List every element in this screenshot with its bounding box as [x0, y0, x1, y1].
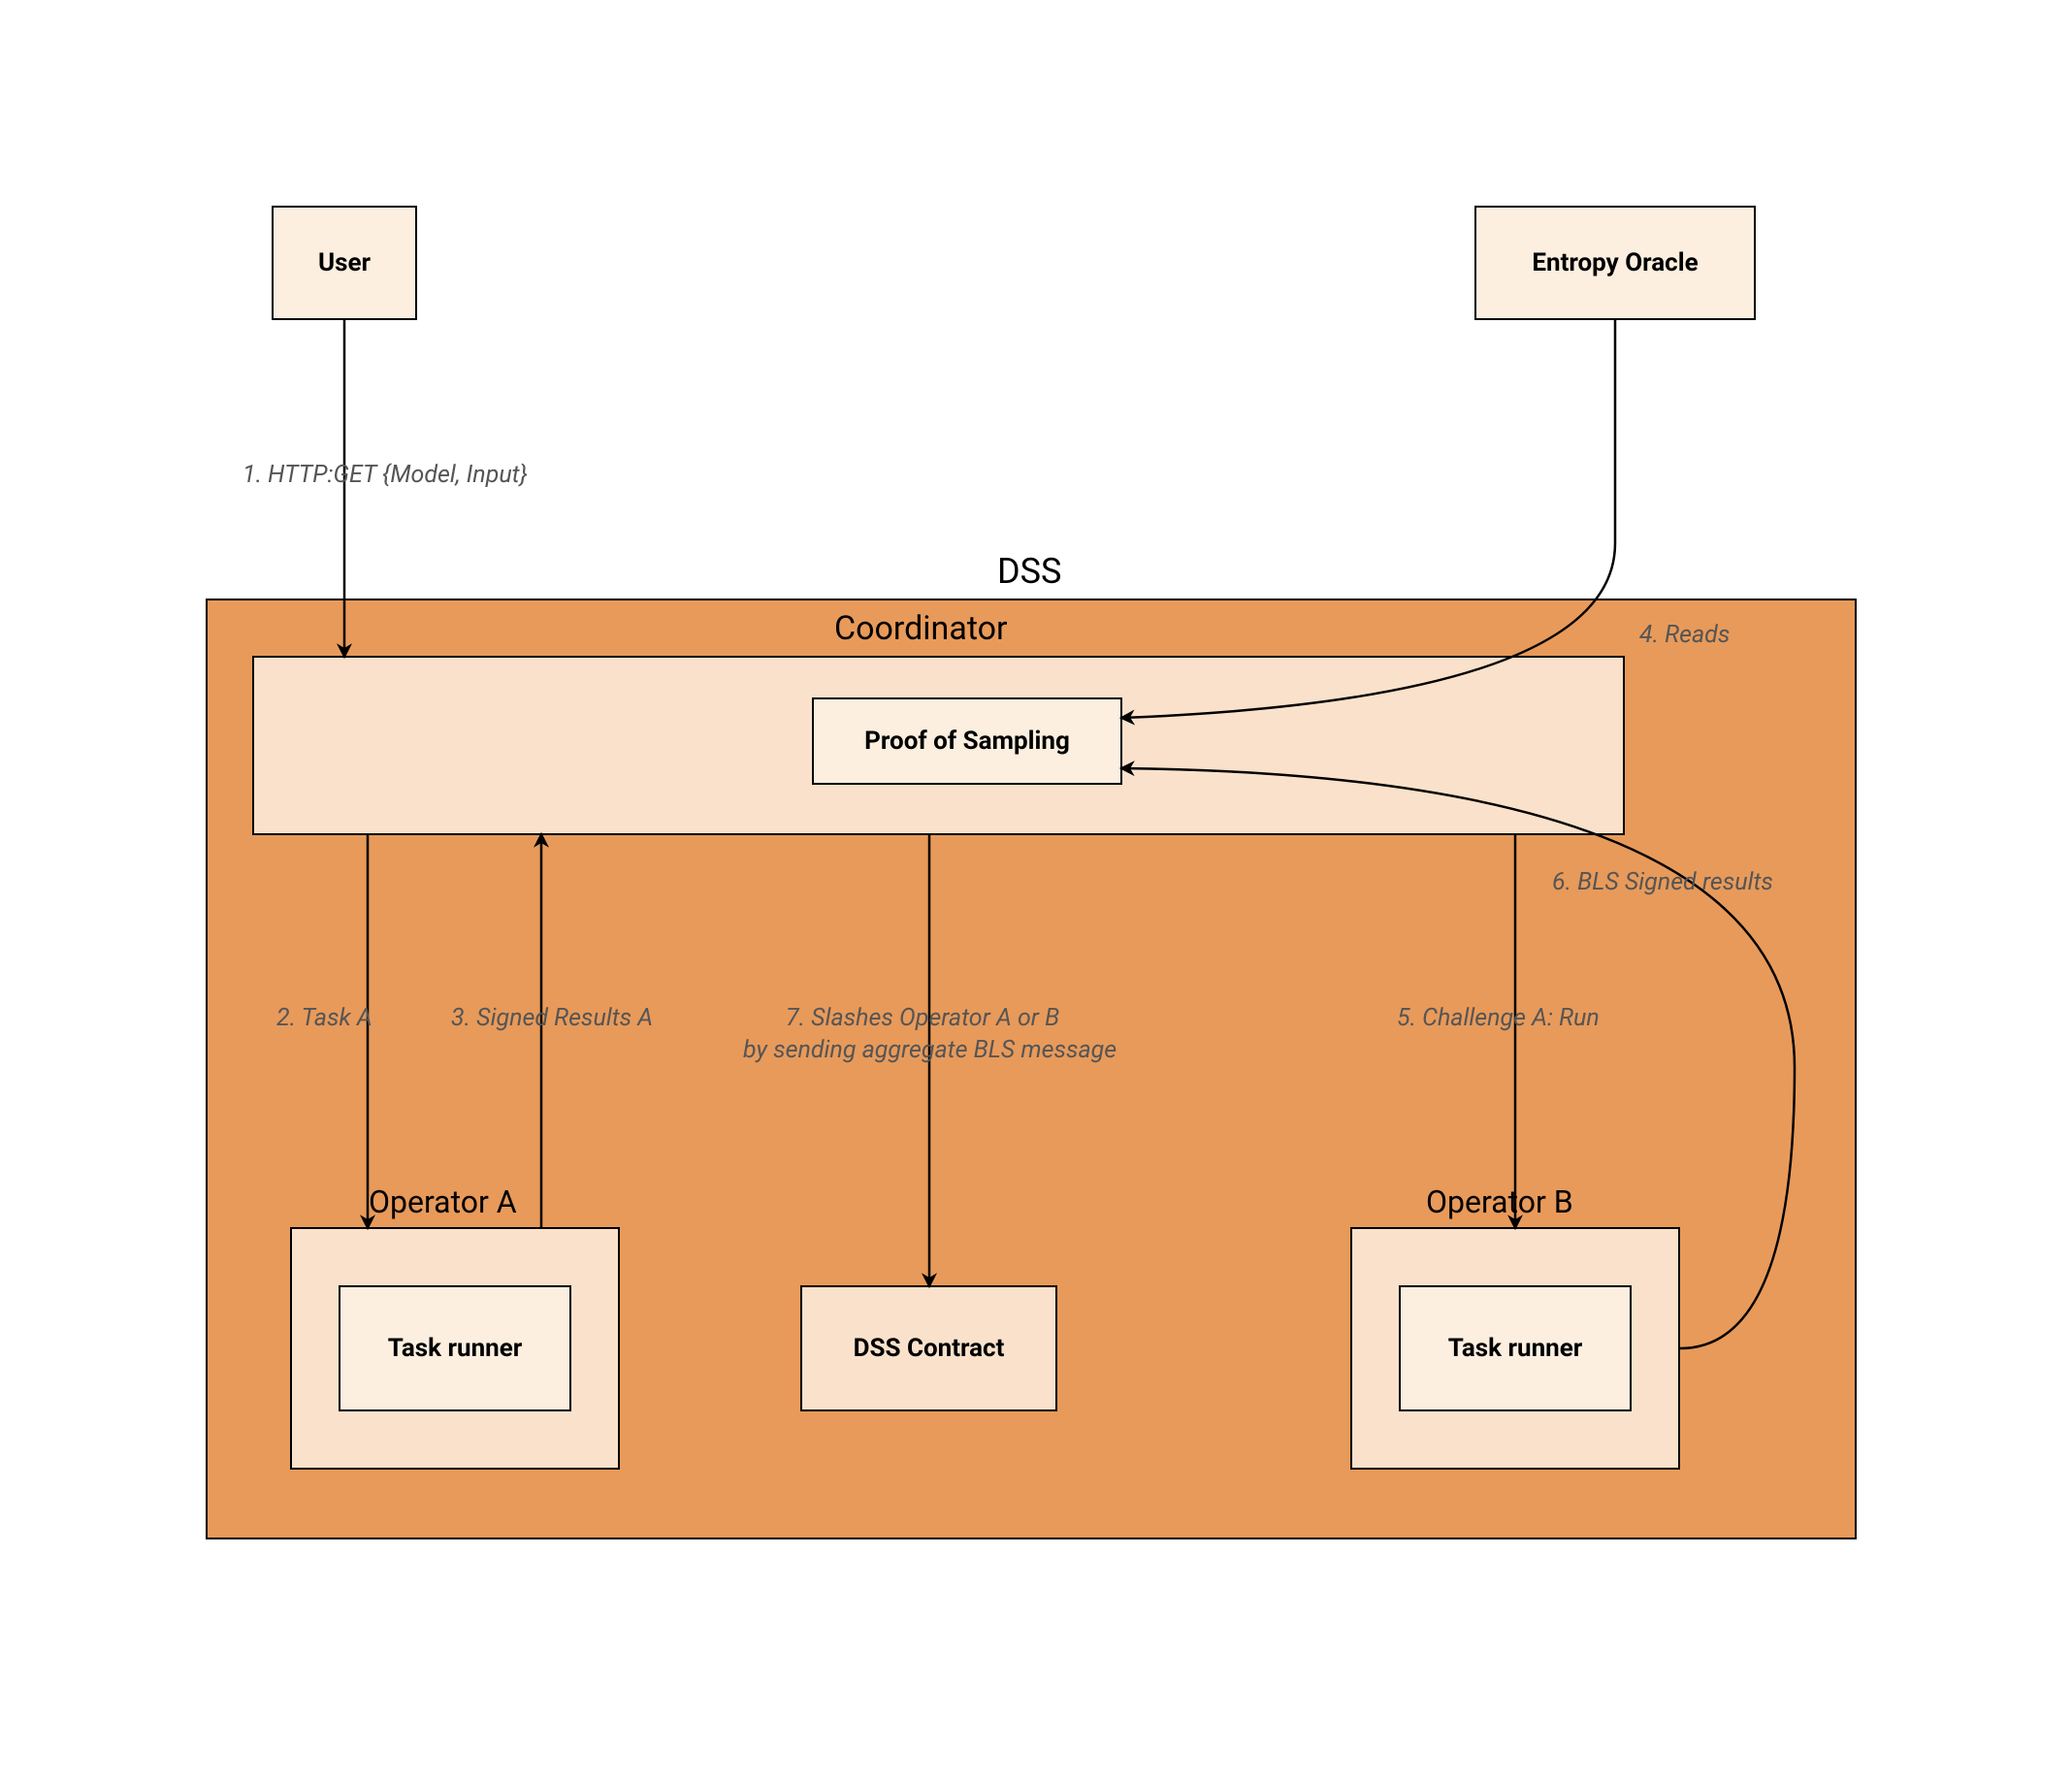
- operator-a-title: Operator A: [369, 1183, 517, 1220]
- user-label: User: [318, 248, 371, 277]
- task-runner-a-label: Task runner: [388, 1334, 523, 1363]
- task-runner-b-label: Task runner: [1448, 1334, 1583, 1363]
- diagram-canvas: DSS Coordinator Proof of Sampling User E…: [0, 0, 2072, 1781]
- dss-title: DSS: [997, 551, 1061, 592]
- edge-label-3: 3. Signed Results A: [451, 1004, 653, 1032]
- dss-contract-node: DSS Contract: [800, 1285, 1057, 1411]
- edge-label-6: 6. BLS Signed results: [1552, 868, 1773, 896]
- operator-b-title: Operator B: [1426, 1183, 1573, 1220]
- edge-label-5: 5. Challenge A: Run: [1397, 1004, 1600, 1032]
- proof-label: Proof of Sampling: [864, 727, 1070, 756]
- task-runner-a-node: Task runner: [339, 1285, 571, 1411]
- dss-contract-label: DSS Contract: [854, 1334, 1005, 1363]
- task-runner-b-node: Task runner: [1399, 1285, 1632, 1411]
- edge-label-7a: 7. Slashes Operator A or B: [786, 1004, 1059, 1032]
- coordinator-title: Coordinator: [834, 609, 1008, 648]
- user-node: User: [272, 206, 417, 320]
- entropy-oracle-node: Entropy Oracle: [1474, 206, 1756, 320]
- edge-label-1: 1. HTTP:GET {Model, Input}: [243, 461, 528, 489]
- edge-label-7b: by sending aggregate BLS message: [743, 1036, 1117, 1064]
- edge-label-2: 2. Task A: [276, 1004, 372, 1032]
- proof-of-sampling-node: Proof of Sampling: [812, 697, 1122, 785]
- entropy-label: Entropy Oracle: [1532, 248, 1698, 277]
- edge-label-4: 4. Reads: [1639, 621, 1730, 649]
